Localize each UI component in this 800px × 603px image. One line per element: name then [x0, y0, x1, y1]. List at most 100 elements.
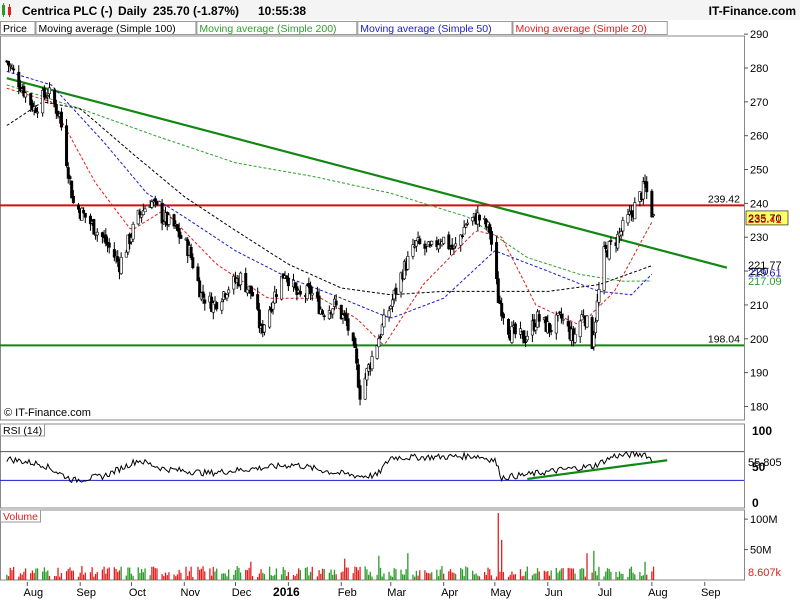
header-background	[0, 0, 800, 20]
ma100-line	[6, 101, 653, 296]
candle-body	[595, 300, 599, 321]
x-tick-label: Mar	[387, 587, 406, 599]
candle-body	[626, 214, 630, 224]
candle-body	[262, 324, 266, 333]
candle-body	[578, 320, 582, 338]
rsi-tick-label: 100	[752, 424, 772, 438]
candle-body	[411, 244, 415, 257]
candle-body	[604, 244, 608, 249]
price-tick-label: 200	[750, 334, 768, 346]
candle-body	[274, 294, 278, 297]
candle-body	[365, 368, 369, 381]
candle-body	[500, 302, 504, 317]
candle-body	[358, 385, 362, 400]
candle-body	[167, 214, 171, 225]
candle-body	[82, 209, 86, 214]
price-tick-label: 210	[750, 300, 768, 312]
candle-body	[406, 256, 410, 270]
candle-body	[513, 323, 517, 335]
candle-body	[56, 110, 60, 117]
legend-item-label: Moving average (Simple 50)	[360, 23, 491, 35]
x-tick-label: May	[490, 587, 511, 599]
candle-body	[162, 221, 166, 225]
candle-body	[36, 111, 40, 114]
rsi-trendline	[527, 459, 668, 481]
candle-body	[428, 244, 432, 247]
candle-body	[346, 318, 350, 331]
candle-body	[650, 190, 654, 218]
candle-body	[280, 275, 284, 300]
candle-body	[34, 107, 38, 113]
candle-body	[652, 214, 656, 216]
candle-body	[435, 240, 439, 247]
current-value-label: 235.70	[748, 213, 782, 225]
x-tick-label: Feb	[338, 587, 357, 599]
volume-panel-frame	[0, 509, 745, 581]
rsi-line	[6, 451, 654, 484]
instrument-name: Centrica PLC (-)	[22, 4, 113, 18]
candle-body	[437, 244, 441, 250]
candle-body	[478, 214, 482, 221]
candle-body	[390, 299, 394, 307]
volume-tick-label: 100M	[750, 514, 778, 526]
candle-body	[66, 167, 70, 179]
candle-body	[321, 310, 325, 315]
candle-body	[24, 92, 28, 98]
candle-body	[592, 334, 596, 348]
candle-body	[377, 338, 381, 348]
candle-body	[537, 314, 541, 322]
candle-body	[271, 302, 275, 310]
candle-body	[65, 125, 69, 167]
candle-body	[317, 295, 321, 314]
candle-body	[496, 278, 500, 304]
rsi-label-box	[0, 423, 45, 437]
candle-body	[245, 288, 249, 294]
trendline	[6, 77, 728, 269]
indicator-legend: Price Moving average (Simple 100) Moving a…	[0, 21, 668, 35]
candle-body	[609, 240, 613, 242]
rsi-tick-label: 50	[752, 460, 766, 474]
candle-body	[179, 234, 183, 239]
candle-body	[29, 93, 33, 106]
candle-body	[232, 276, 236, 290]
candle-body	[273, 291, 277, 304]
x-tick-label: Apr	[441, 587, 458, 599]
x-tick-label: Sep	[76, 587, 96, 599]
candle-body	[322, 315, 326, 318]
candle-body	[172, 214, 176, 227]
candle-body	[331, 308, 335, 315]
candle-body	[153, 198, 157, 202]
brand-name: IT-Finance.com	[709, 4, 796, 18]
candle-body	[44, 97, 48, 100]
x-tick-label: Jun	[545, 587, 563, 599]
candle-body	[150, 201, 154, 208]
candle-body	[225, 294, 229, 299]
x-tick-label: Sep	[701, 587, 721, 599]
candle-body	[547, 322, 551, 333]
candle-body	[460, 235, 464, 237]
x-tick-label: Dec	[232, 587, 252, 599]
candle-body	[355, 348, 359, 364]
candle-body	[549, 330, 553, 332]
candle-body	[370, 356, 374, 370]
candle-body	[466, 222, 470, 225]
candle-body	[83, 213, 87, 218]
candle-body	[524, 341, 528, 343]
resistance-label: 239.42	[708, 193, 740, 205]
candle-body	[392, 289, 396, 300]
candle-body	[353, 338, 357, 348]
legend-item-box	[196, 21, 358, 35]
x-tick-label: Oct	[129, 587, 146, 599]
candle-body	[327, 310, 331, 319]
candle-body	[585, 315, 589, 328]
candle-body	[201, 291, 205, 298]
candle-body	[305, 285, 309, 300]
candle-body	[198, 280, 202, 298]
price-tick-label: 270	[750, 97, 768, 109]
volume-last-value: 8.607k	[748, 567, 782, 579]
legend-item-box	[0, 21, 36, 35]
candle-body	[382, 314, 386, 328]
ma50-line	[6, 70, 653, 319]
current-value-label: 217.09	[748, 276, 782, 288]
candle-body	[447, 234, 451, 250]
